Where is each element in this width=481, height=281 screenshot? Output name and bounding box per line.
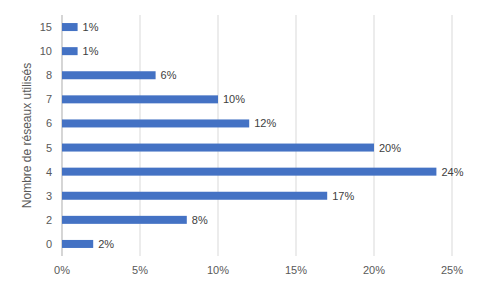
- grid-line: [452, 15, 453, 256]
- y-tick-label: 3: [46, 190, 52, 202]
- data-label: 24%: [441, 166, 463, 178]
- bar: [62, 168, 436, 176]
- x-tick-label: 20%: [363, 264, 385, 276]
- x-tick-label: 5%: [132, 264, 148, 276]
- data-label: 10%: [223, 93, 245, 105]
- data-label: 6%: [161, 69, 177, 81]
- data-label: 8%: [192, 214, 208, 226]
- y-tick-label: 5: [46, 142, 52, 154]
- data-label: 20%: [379, 142, 401, 154]
- bar: [62, 23, 78, 31]
- data-label: 2%: [98, 238, 114, 250]
- bars: [62, 23, 436, 248]
- y-tick-label: 10: [40, 45, 52, 57]
- bar: [62, 71, 156, 79]
- bar: [62, 95, 218, 103]
- x-tick-label: 10%: [207, 264, 229, 276]
- chart: 0% 5% 10% 15% 20% 25% 2% 8% 17% 24% 20% 12% 10% 6% 1% 1…: [0, 0, 481, 281]
- bar: [62, 47, 78, 55]
- y-tick-label: 2: [46, 214, 52, 226]
- y-tick-label: 0: [46, 238, 52, 250]
- bar: [62, 144, 374, 152]
- x-tick-label: 0%: [54, 264, 70, 276]
- y-tick-label: 8: [46, 69, 52, 81]
- y-tick-label: 4: [46, 166, 52, 178]
- x-tick-label: 25%: [441, 264, 463, 276]
- y-tick-label: 7: [46, 93, 52, 105]
- data-label: 1%: [83, 21, 99, 33]
- data-label: 1%: [83, 45, 99, 57]
- bar: [62, 240, 93, 248]
- y-tick-label: 15: [40, 21, 52, 33]
- bar: [62, 192, 327, 200]
- bar: [62, 119, 249, 127]
- bar: [62, 216, 187, 224]
- x-tick-label: 15%: [285, 264, 307, 276]
- data-label: 17%: [332, 190, 354, 202]
- y-axis-title: Nombre de réseaux utilisés: [20, 63, 34, 208]
- data-label: 12%: [254, 117, 276, 129]
- y-tick-label: 6: [46, 117, 52, 129]
- grid-line: [374, 15, 375, 256]
- grid-line: [296, 15, 297, 256]
- grid-line: [218, 15, 219, 256]
